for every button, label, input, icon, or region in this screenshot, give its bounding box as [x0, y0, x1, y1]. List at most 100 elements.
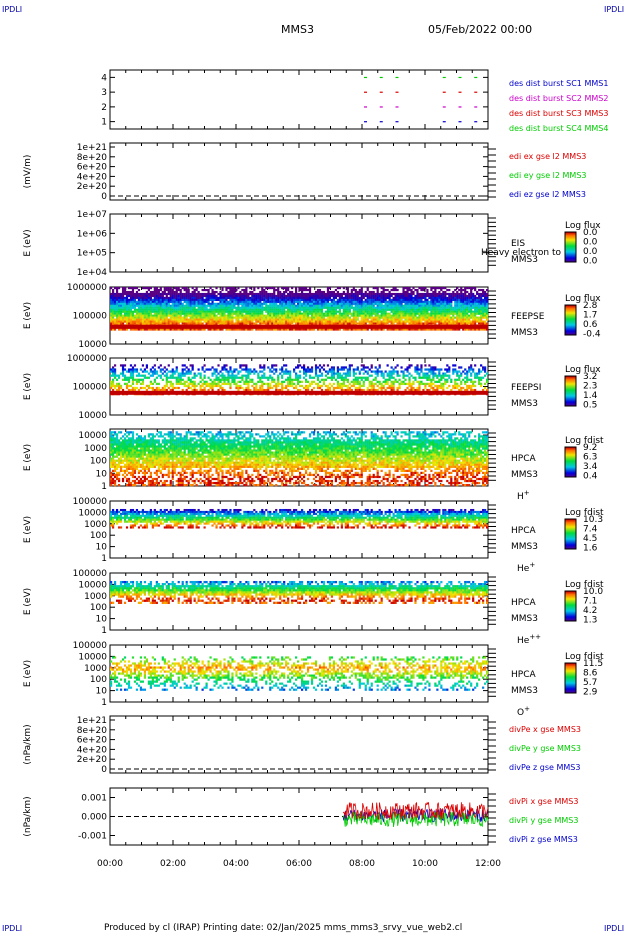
burst-ytick-0: 4 — [101, 73, 107, 83]
feepse-colorbar-tick-3: -0.4 — [583, 330, 601, 340]
burst-mark-2-sc3 — [395, 91, 399, 93]
time-tick-4: 08:00 — [349, 859, 375, 869]
hpca_hepp-ytick-5: 1 — [101, 626, 107, 636]
hpca_h-colorbar-tick-1: 6.3 — [583, 453, 597, 463]
eis-ytick-0: 1e+07 — [77, 210, 107, 220]
hpca_he-colorbar-tick-3: 1.6 — [583, 544, 598, 554]
hpca_he-species-label: He+ — [517, 561, 535, 574]
hpca_o-colorbar-tick-3: 2.9 — [583, 688, 598, 698]
feepsi-label-1: MMS3 — [511, 399, 538, 409]
hpca_h-spectrogram — [110, 431, 489, 487]
hpca_hepp-colorbar-tick-1: 7.1 — [583, 597, 597, 607]
corner-label-top-left: IPDLI — [2, 5, 22, 14]
hpca_hepp-label-1: MMS3 — [511, 614, 538, 624]
hpca_o-colorbar — [564, 662, 577, 694]
hpca_o-ytick-1: 10000 — [78, 652, 107, 662]
edi-panel-frame — [109, 142, 489, 201]
feepse-label-1: MMS3 — [511, 328, 538, 338]
feepsi-label-0: FEEPSI — [511, 383, 541, 393]
hpca_h-colorbar-tick-0: 9.2 — [583, 443, 597, 453]
hpca_h-ytick-2: 100 — [90, 457, 107, 467]
divpi-ytick-2: -0.001 — [78, 832, 107, 842]
divpi-ytick-1: 0.000 — [81, 813, 107, 823]
burst-mark-5-sc1 — [474, 121, 478, 123]
hpca_o-colorbar-tick-2: 5.7 — [583, 678, 597, 688]
eis-colorbar-tick-3: 0.0 — [583, 257, 598, 267]
time-tick-3: 06:00 — [286, 859, 312, 869]
burst-legend-2: des dist burst SC3 MMS3 — [509, 109, 608, 118]
divpi-legend-2: divPi z gse MMS3 — [509, 835, 578, 844]
feepsi-low-energy-band — [110, 390, 488, 395]
feepse-spectrogram — [110, 287, 489, 331]
hpca_o-ytick-4: 10 — [96, 687, 108, 697]
hpca_he-ytick-4: 10 — [96, 543, 108, 553]
edi-ytick-3: 4e+20 — [77, 172, 108, 182]
feepsi-ytick-0: 1000000 — [67, 354, 107, 364]
hpca_he-colorbar — [564, 518, 577, 550]
feepse-ytick-2: 10000 — [78, 340, 107, 350]
burst-mark-5-sc3 — [474, 91, 478, 93]
hpca_he-label-0: HPCA — [511, 526, 536, 536]
hpca_h-colorbar-tick-2: 3.4 — [583, 462, 598, 472]
divpi-series-0 — [342, 801, 489, 820]
feepsi-ytick-1: 100000 — [73, 383, 108, 393]
divpe-panel-frame — [109, 715, 489, 774]
feepse-ylabel: E (eV) — [23, 302, 33, 329]
feepse-colorbar-title: Log flux — [565, 294, 601, 304]
hpca_o-colorbar-tick-0: 11.5 — [583, 659, 603, 669]
burst-ytick-3: 1 — [101, 118, 107, 128]
hpca_hepp-ytick-2: 1000 — [84, 592, 107, 602]
eis-label-1: MMS3 — [511, 255, 538, 265]
divpe-legend-0: divPe x gse MMS3 — [509, 725, 581, 734]
hpca_o-spectrogram — [110, 656, 489, 691]
divpi-legend-0: divPi x gse MMS3 — [509, 797, 578, 806]
divpi-legend-1: divPi y gse MMS3 — [509, 816, 578, 825]
burst-mark-0-sc1 — [364, 121, 367, 123]
divpe-ytick-2: 6e+20 — [77, 736, 108, 746]
divpe-legend-1: divPe y gse MMS3 — [509, 744, 581, 753]
hpca_hepp-colorbar-tick-3: 1.3 — [583, 616, 597, 626]
hpca_o-colorbar-title: Log fdist — [565, 652, 604, 662]
hpca_he-ytick-0: 100000 — [73, 497, 108, 507]
hpca_o-label-1: MMS3 — [511, 686, 538, 696]
time-tick-5: 10:00 — [412, 859, 438, 869]
hpca_h-ytick-3: 10 — [96, 469, 108, 479]
edi-ytick-5: 0 — [101, 192, 107, 202]
hpca_h-ytick-1: 1000 — [84, 444, 107, 454]
feepsi-colorbar-tick-2: 1.4 — [583, 391, 598, 401]
burst-mark-3-sc2 — [442, 106, 446, 108]
hpca_hepp-colorbar-title: Log fdist — [565, 580, 604, 590]
hpca_o-label-0: HPCA — [511, 670, 536, 680]
feepsi-colorbar-title: Log flux — [565, 365, 601, 375]
burst-mark-3-sc3 — [442, 91, 446, 93]
edi-ytick-1: 8e+20 — [77, 153, 108, 163]
hpca_he-ytick-3: 100 — [90, 531, 107, 541]
divpe-ytick-0: 1e+21 — [77, 716, 107, 726]
corner-label-bottom-left: IPDLI — [2, 924, 22, 933]
hpca_o-ytick-5: 1 — [101, 698, 107, 708]
edi-legend-1: edi ey gse l2 MMS3 — [509, 171, 587, 180]
feepsi-colorbar-tick-1: 2.3 — [583, 382, 597, 392]
feepse-label-0: FEEPSE — [511, 312, 545, 322]
burst-mark-3-sc1 — [442, 121, 446, 123]
feepse-colorbar-tick-1: 1.7 — [583, 311, 597, 321]
time-tick-6: 12:00 — [475, 859, 501, 869]
burst-mark-4-sc3 — [458, 91, 462, 93]
hpca_h-colorbar — [564, 446, 577, 478]
burst-mark-5-sc2 — [474, 106, 478, 108]
hpca_h-ytick-0: 10000 — [78, 431, 107, 441]
edi-ytick-2: 6e+20 — [77, 163, 108, 173]
hpca_hepp-ytick-1: 10000 — [78, 580, 107, 590]
edi-legend-2: edi ez gse l2 MMS3 — [509, 190, 586, 199]
hpca_he-ytick-1: 10000 — [78, 508, 107, 518]
feepse-colorbar-tick-2: 0.6 — [583, 320, 598, 330]
burst-mark-2-sc1 — [395, 121, 399, 123]
burst-legend-1: des dist burst SC2 MMS2 — [509, 94, 608, 103]
corner-label-bottom-right: IPDLI — [604, 924, 624, 933]
burst-mark-5-sc4 — [474, 76, 478, 79]
burst-mark-4-sc2 — [458, 106, 462, 108]
burst-mark-2-sc2 — [395, 106, 399, 108]
hpca_h-colorbar-tick-3: 0.4 — [583, 472, 598, 482]
feepse-ytick-1: 100000 — [73, 312, 108, 322]
